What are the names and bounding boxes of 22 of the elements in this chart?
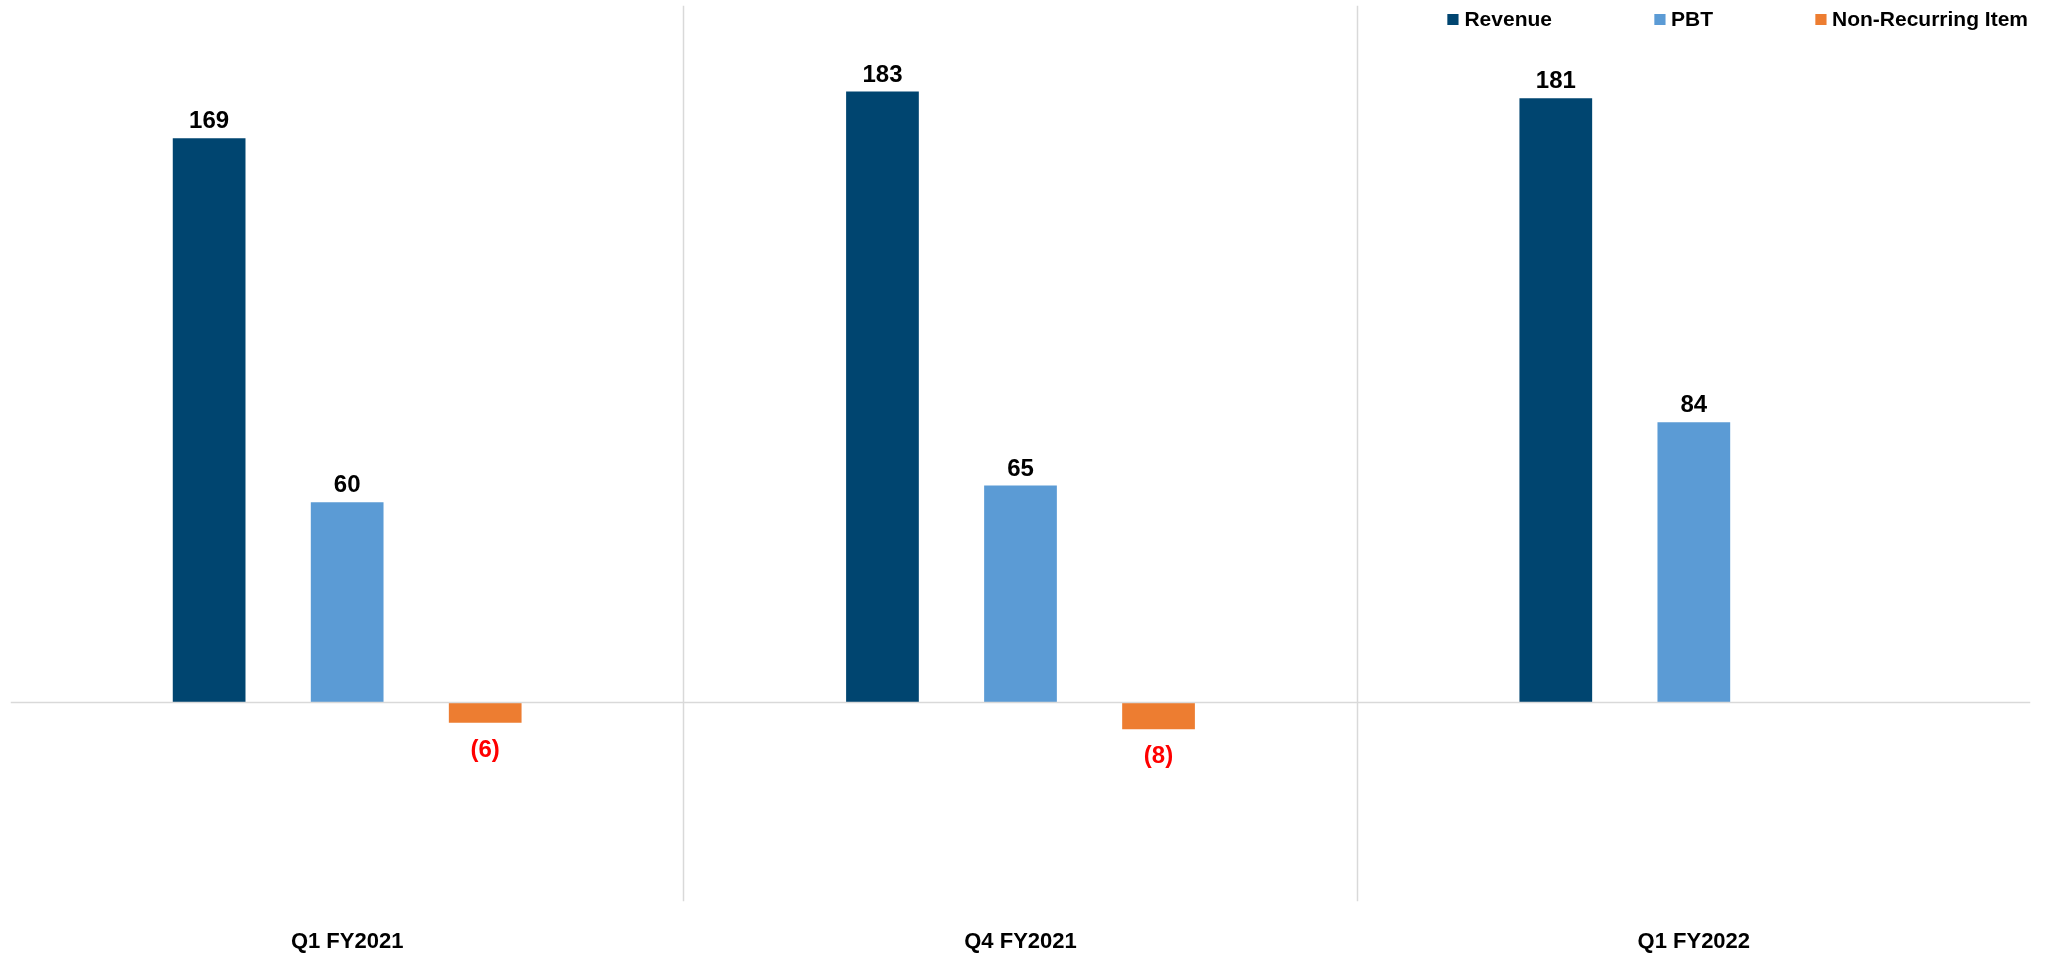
x-tick-label: Q4 FY2021 [964,927,1077,953]
bar [172,138,246,703]
data-label: 181 [1535,66,1576,94]
data-label: (8) [1143,741,1174,769]
data-label: 183 [862,59,903,87]
data-label: 84 [1680,390,1708,418]
bar [1122,702,1195,730]
data-label: (6) [470,734,500,762]
data-label: 65 [1007,453,1034,481]
x-tick-label: Q1 FY2022 [1637,927,1751,953]
bar [448,702,522,723]
data-label: 169 [189,106,230,134]
data-label: 60 [333,470,361,498]
legend-label: Revenue [1464,7,1552,31]
legend-label: PBT [1670,7,1713,31]
bar [984,485,1057,703]
bar [846,91,919,703]
bar [1519,98,1593,703]
legend-label: Non-Recurring Item [1831,7,2028,31]
bar [1657,422,1731,703]
x-tick-label: Q1 FY2021 [290,927,404,953]
bar [310,502,384,703]
